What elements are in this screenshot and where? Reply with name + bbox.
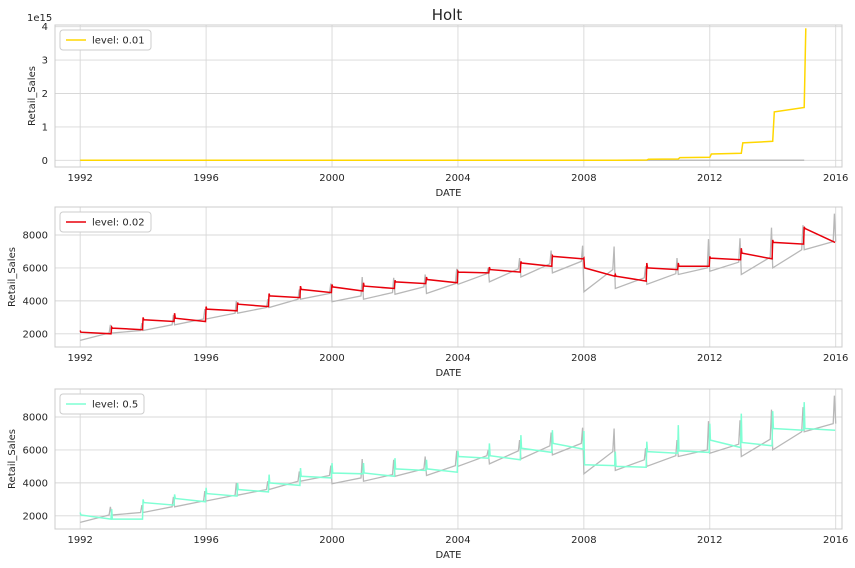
y-tick-label: 3 bbox=[42, 56, 48, 67]
x-tick-label: 1996 bbox=[193, 173, 218, 184]
y-tick-label: 1 bbox=[42, 122, 48, 133]
y-tick-label: 6000 bbox=[23, 263, 48, 274]
panel-2-y-axis-label: Retail_Sales bbox=[7, 247, 18, 307]
y-tick-label: 0 bbox=[42, 156, 48, 167]
x-tick-label: 1996 bbox=[193, 535, 218, 546]
panel-1-legend-label: level: 0.01 bbox=[92, 36, 145, 47]
y-tick-label: 4000 bbox=[23, 296, 48, 307]
panel-2-y-ticks: 2000 4000 6000 8000 bbox=[23, 231, 48, 341]
panel-2-legend-box bbox=[59, 211, 152, 233]
panel-3-grid bbox=[55, 389, 842, 529]
panel-1-offset-text: 1e15 bbox=[27, 13, 52, 24]
panel-1-y-axis-label: Retail_Sales bbox=[27, 66, 38, 126]
panel-2-series bbox=[79, 213, 837, 342]
panel-2: 1992 1996 2000 2004 2008 2012 2016 2000 4000 600… bbox=[7, 206, 848, 379]
y-tick-label: 6000 bbox=[23, 445, 48, 456]
panel-3-frame bbox=[54, 388, 843, 530]
panel-1-legend-box bbox=[59, 29, 152, 51]
fitted-level-line bbox=[79, 226, 836, 335]
y-tick-label: 2 bbox=[42, 89, 48, 100]
x-tick-label: 1996 bbox=[193, 353, 218, 364]
panel-1-x-ticks: 1992 1996 2000 2004 2008 2012 2016 bbox=[67, 173, 848, 184]
y-tick-label: 2000 bbox=[23, 329, 48, 340]
x-tick-label: 1992 bbox=[67, 173, 92, 184]
y-tick-label: 4 bbox=[42, 22, 48, 33]
x-tick-label: 2004 bbox=[445, 353, 470, 364]
panel-1-series bbox=[80, 28, 807, 162]
panel-2-legend-label: level: 0.02 bbox=[92, 218, 145, 229]
panel-3-y-axis-label: Retail_Sales bbox=[7, 429, 18, 489]
x-tick-label: 2000 bbox=[319, 173, 344, 184]
x-tick-label: 2000 bbox=[319, 353, 344, 364]
panel-2-legend: level: 0.02 bbox=[59, 211, 152, 233]
series-line-0 bbox=[80, 28, 807, 162]
panel-1-legend: level: 0.01 bbox=[59, 29, 152, 51]
x-tick-label: 2008 bbox=[571, 353, 596, 364]
panel-1-frame bbox=[54, 24, 843, 168]
panel-1-y-ticks: 0 1 2 3 4 bbox=[42, 22, 48, 167]
x-tick-label: 2000 bbox=[319, 535, 344, 546]
x-tick-label: 1992 bbox=[67, 535, 92, 546]
fitted-level-line bbox=[79, 402, 836, 520]
panel-1-x-axis-label: DATE bbox=[435, 188, 461, 199]
x-tick-label: 2012 bbox=[697, 535, 722, 546]
x-tick-label: 2016 bbox=[823, 535, 848, 546]
x-tick-label: 2004 bbox=[445, 535, 470, 546]
x-tick-label: 2012 bbox=[697, 353, 722, 364]
x-tick-label: 1992 bbox=[67, 353, 92, 364]
panel-3-legend: level: 0.5 bbox=[59, 393, 145, 415]
panel-3: 1992 1996 2000 2004 2008 2012 2016 2000 4000 600… bbox=[7, 388, 848, 561]
figure-title: Holt bbox=[432, 6, 463, 24]
x-tick-label: 2008 bbox=[571, 173, 596, 184]
panel-3-x-ticks: 1992 1996 2000 2004 2008 2012 2016 bbox=[67, 535, 848, 546]
x-tick-label: 2016 bbox=[823, 173, 848, 184]
panel-3-legend-label: level: 0.5 bbox=[92, 400, 138, 411]
panel-2-x-ticks: 1992 1996 2000 2004 2008 2012 2016 bbox=[67, 353, 848, 364]
x-tick-label: 2012 bbox=[697, 173, 722, 184]
panel-2-x-axis-label: DATE bbox=[435, 368, 461, 379]
x-tick-label: 2004 bbox=[445, 173, 470, 184]
panel-3-x-axis-label: DATE bbox=[435, 550, 461, 561]
y-tick-label: 8000 bbox=[23, 231, 48, 242]
panel-3-y-ticks: 2000 4000 6000 8000 bbox=[23, 413, 48, 523]
y-tick-label: 4000 bbox=[23, 478, 48, 489]
y-tick-label: 8000 bbox=[23, 413, 48, 424]
panel-1-grid bbox=[55, 25, 842, 167]
x-tick-label: 2016 bbox=[823, 353, 848, 364]
panel-2-grid bbox=[55, 207, 842, 347]
y-tick-label: 2000 bbox=[23, 511, 48, 522]
x-tick-label: 2008 bbox=[571, 535, 596, 546]
panel-2-frame bbox=[54, 206, 843, 348]
panel-3-series bbox=[79, 395, 837, 524]
panel-3-legend-box bbox=[59, 393, 145, 415]
